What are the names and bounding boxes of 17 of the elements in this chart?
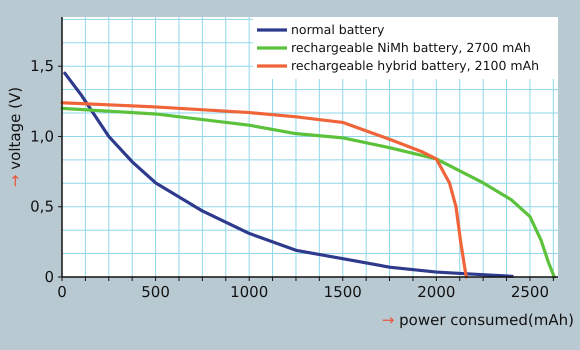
x-tick-label: 500 — [141, 283, 170, 301]
x-axis-title: → power consumed(mAh) — [382, 311, 574, 329]
x-tick-label: 1500 — [324, 283, 362, 301]
line-series — [60, 101, 468, 279]
x-tick-label: 2000 — [417, 283, 456, 301]
x-tick-label: 1000 — [230, 283, 268, 301]
y-tick-label: 0 — [44, 268, 54, 286]
legend-label: normal battery — [291, 22, 385, 37]
legend-label: rechargeable NiMh battery, 2700 mAh — [291, 40, 531, 55]
y-tick-label: 0,5 — [30, 198, 54, 216]
line-series — [63, 72, 514, 278]
x-tick-label: 0 — [57, 283, 67, 301]
x-tick-label: 2500 — [510, 283, 550, 301]
y-tick-label: 1,5 — [30, 57, 54, 76]
legend-label: rechargeable hybrid battery, 2100 mAh — [291, 58, 540, 73]
y-axis-title: → voltage (V) — [6, 86, 24, 188]
y-tick-label: 1,0 — [30, 127, 54, 146]
